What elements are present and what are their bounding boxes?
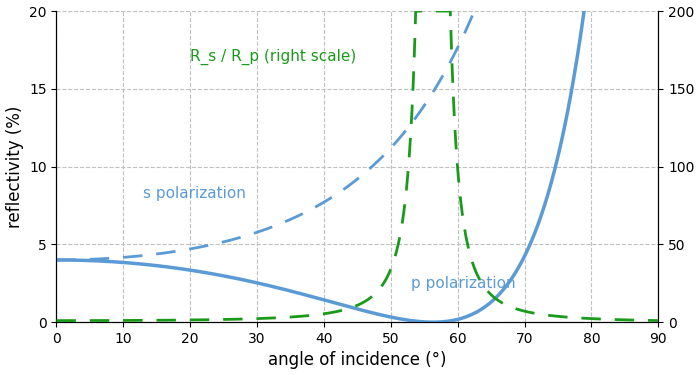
Y-axis label: reflectivity (%): reflectivity (%) — [6, 105, 24, 228]
X-axis label: angle of incidence (°): angle of incidence (°) — [268, 351, 447, 369]
Text: p polarization: p polarization — [411, 276, 515, 291]
Text: R_s / R_p (right scale): R_s / R_p (right scale) — [190, 49, 356, 65]
Text: s polarization: s polarization — [144, 186, 246, 201]
